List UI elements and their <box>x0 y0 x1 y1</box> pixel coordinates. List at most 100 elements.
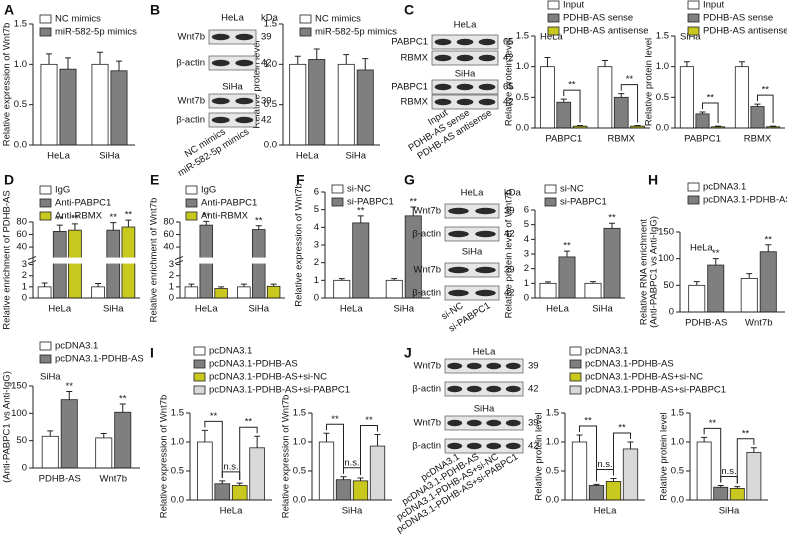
blot-strip <box>444 203 500 219</box>
blot-kda: 42 <box>528 384 539 395</box>
blot-band <box>486 419 502 427</box>
error-bar <box>240 283 247 287</box>
legend-label: pcDNA3.1-PDHB-AS <box>55 354 144 365</box>
blot-strip <box>208 112 257 128</box>
x-tick-label: SiHa <box>248 304 269 315</box>
blot-band <box>456 98 474 106</box>
error-bar <box>683 61 690 67</box>
bar <box>184 286 199 299</box>
blot-band <box>475 207 496 215</box>
blot-kda: 42 <box>528 441 539 452</box>
blot-band <box>475 230 496 238</box>
bar <box>337 63 355 146</box>
legend-swatch <box>544 197 557 207</box>
x-tick-label: SiHa <box>719 506 740 517</box>
y-axis-label: Relative enrichment of Wnt7b <box>149 198 160 323</box>
panel-letter: A <box>4 2 14 18</box>
significance-label: ** <box>563 241 571 252</box>
blot-title: HeLa <box>461 188 484 199</box>
blot-band <box>478 54 496 62</box>
bar <box>59 68 77 146</box>
blot-band <box>434 38 452 46</box>
blot-band <box>235 33 254 41</box>
error-bar <box>323 432 330 442</box>
y-tick-label: 1.5 <box>671 408 684 419</box>
error-bar <box>201 429 208 442</box>
significance-bracket <box>596 469 614 482</box>
bar <box>605 481 622 501</box>
x-tick-label: SiHa <box>345 151 366 162</box>
legend-swatch <box>544 184 557 194</box>
bar <box>231 485 248 501</box>
x-tick-label: SiHa <box>342 506 363 517</box>
legend-label: Input <box>563 0 584 11</box>
y-tick-label: 0.0 <box>546 495 559 506</box>
blot-band <box>486 362 502 370</box>
error-bar <box>712 258 719 266</box>
blot-band <box>211 59 230 67</box>
y-tick-label: 0.5 <box>656 92 669 103</box>
blot-unit: kDa <box>504 188 522 199</box>
y-tick-label: 0.5 <box>671 466 684 477</box>
error-bar <box>188 283 195 287</box>
bar <box>335 479 352 501</box>
blot-band <box>466 442 482 450</box>
significance-label: ** <box>56 215 64 226</box>
error-bar <box>236 482 243 486</box>
bar <box>114 411 132 469</box>
significance-label: ** <box>255 215 263 226</box>
error-bar <box>765 244 772 252</box>
significance-bracket <box>221 471 241 481</box>
error-bar <box>47 430 54 437</box>
bar <box>289 63 307 146</box>
y-tick-label: 6 <box>524 205 529 216</box>
bar <box>759 251 777 313</box>
blot-band <box>475 266 496 274</box>
legend-label: pcDNA3.1-PDHB-AS <box>585 359 674 370</box>
error-bar <box>56 224 63 232</box>
blot-protein: Wnt7b <box>414 265 441 276</box>
blot-band <box>505 419 521 427</box>
significance-label: n.s. <box>721 466 736 477</box>
significance-label: ** <box>110 212 118 223</box>
legend-label: NC mimics <box>315 14 361 25</box>
panel-letter: J <box>404 345 412 361</box>
legend-swatch <box>331 197 344 207</box>
legend-swatch <box>193 372 206 382</box>
y-tick-label: 1.0 <box>516 61 529 72</box>
significance-label: ** <box>707 93 715 104</box>
blot-band <box>486 385 502 393</box>
error-bar <box>41 282 48 287</box>
y-tick-label: 3 <box>169 259 174 270</box>
y-axis-label: Relative RNA enrichment <box>639 219 650 325</box>
blot-band <box>478 98 496 106</box>
legend-swatch <box>687 0 700 10</box>
blot-strip <box>444 415 524 431</box>
significance-label: ** <box>410 197 418 208</box>
error-bar <box>125 219 132 228</box>
blot-strip <box>444 438 524 454</box>
y-tick-label: 2 <box>314 257 319 268</box>
panel-letter: G <box>404 172 415 188</box>
legend-swatch <box>569 346 582 356</box>
blot-band <box>434 98 452 106</box>
blot-protein: RBMX <box>401 53 429 64</box>
error-bar <box>65 57 71 70</box>
blot-band <box>211 116 230 124</box>
y-tick-label: 1.0 <box>14 59 27 70</box>
significance-label: n.s. <box>223 461 238 472</box>
y-tick-label: 0.5 <box>171 466 184 477</box>
significance-label: ** <box>765 234 773 245</box>
y-tick-label: 80 <box>163 217 174 228</box>
blot-protein: PABPC1 <box>391 37 428 48</box>
blot-strip <box>444 381 524 397</box>
significance-bracket <box>757 94 774 124</box>
error-bar <box>100 433 107 438</box>
y-tick-label: 1.5 <box>171 408 184 419</box>
blot-kda: 65 <box>503 82 514 93</box>
error-bar <box>593 483 600 486</box>
y-tick-label: 0.0 <box>293 495 306 506</box>
legend-label: si-NC <box>347 184 371 195</box>
significance-bracket <box>360 424 378 475</box>
